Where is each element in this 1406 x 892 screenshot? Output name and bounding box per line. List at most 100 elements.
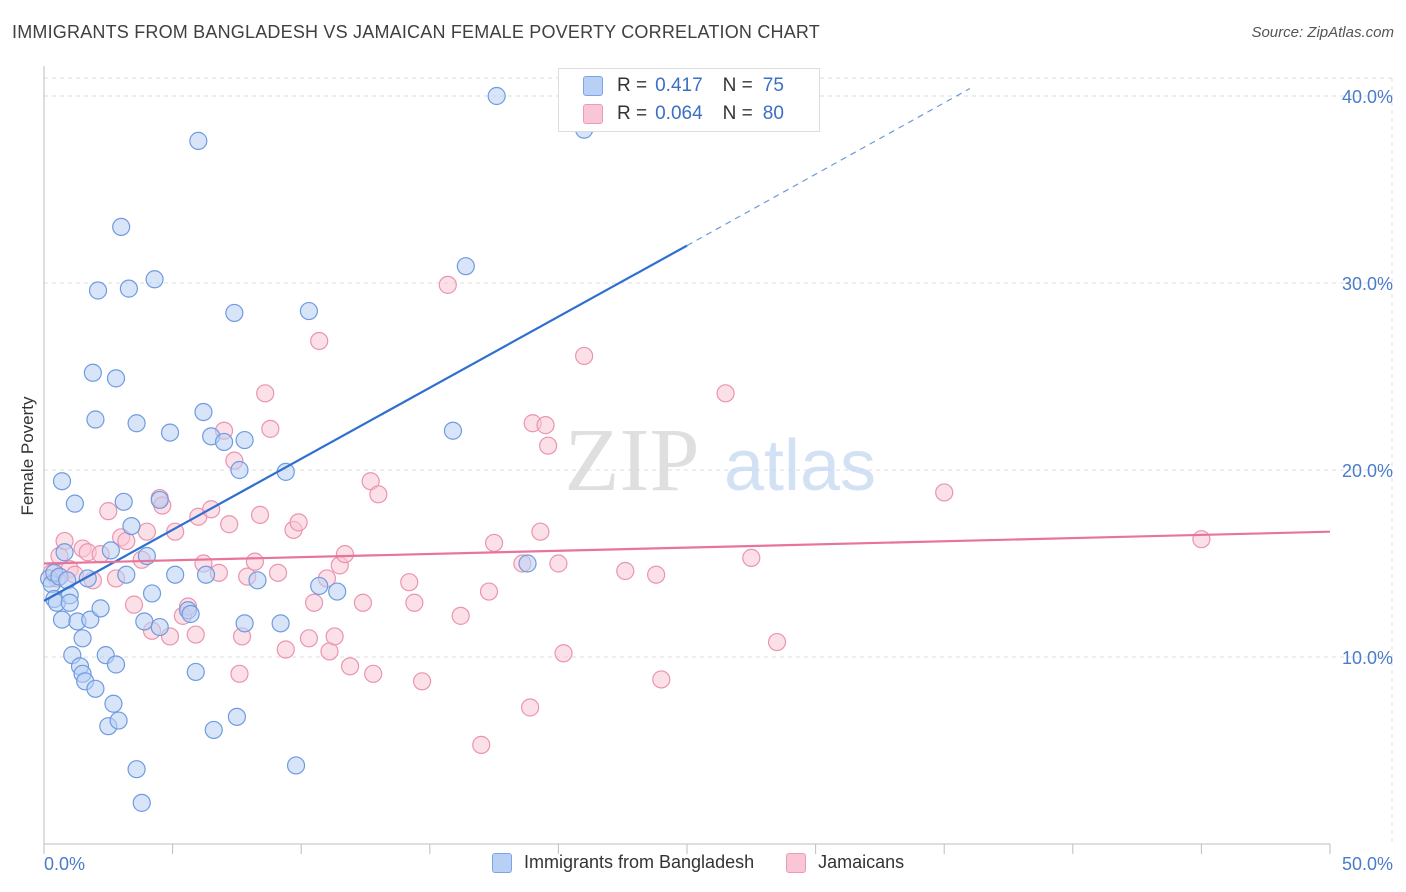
- point-bangladesh: [101, 541, 120, 560]
- point-jamaicans: [575, 346, 594, 366]
- point-jamaicans: [268, 563, 288, 582]
- axes: [43, 66, 1331, 854]
- y-axis-label: Female Poverty: [18, 396, 37, 516]
- point-bangladesh: [91, 599, 110, 618]
- point-bangladesh: [235, 430, 254, 450]
- y-tick-label: 20.0%: [1342, 461, 1393, 481]
- point-bangladesh: [181, 604, 200, 624]
- chart-title: IMMIGRANTS FROM BANGLADESH VS JAMAICAN F…: [12, 22, 820, 42]
- point-bangladesh: [127, 760, 146, 779]
- point-bangladesh: [235, 614, 254, 633]
- tick-labels: 10.0% 20.0% 30.0% 40.0% 0.0% 50.0%: [44, 87, 1393, 874]
- legend-r-label: R =: [617, 75, 648, 96]
- point-bangladesh: [487, 86, 506, 106]
- point-bangladesh: [225, 303, 244, 323]
- point-bangladesh: [65, 494, 84, 513]
- point-jamaicans: [767, 632, 787, 652]
- point-jamaicans: [536, 416, 555, 435]
- point-bangladesh: [456, 257, 475, 276]
- trendline-bangladesh-extension: [686, 87, 971, 247]
- point-bangladesh: [104, 694, 123, 713]
- point-jamaicans: [472, 735, 491, 754]
- point-bangladesh: [194, 402, 213, 422]
- point-bangladesh: [230, 460, 249, 480]
- trendline-bangladesh: [43, 244, 688, 602]
- point-bangladesh: [127, 414, 146, 433]
- point-bangladesh: [276, 462, 295, 481]
- point-bangladesh: [52, 472, 72, 491]
- point-jamaicans: [186, 625, 205, 644]
- point-bangladesh: [142, 584, 162, 603]
- watermark-atlas: atlas: [724, 426, 876, 506]
- point-jamaicans: [220, 515, 239, 534]
- legend-row-jamaicans: R = 0.064 N = 80: [583, 101, 790, 127]
- point-bangladesh: [160, 423, 180, 442]
- point-bangladesh: [86, 679, 105, 698]
- point-jamaicans: [479, 582, 499, 601]
- point-bangladesh: [86, 410, 105, 429]
- point-bangladesh: [52, 610, 72, 629]
- point-jamaicans: [124, 595, 144, 614]
- point-bangladesh: [114, 492, 133, 511]
- legend-swatch-pink: [786, 852, 807, 873]
- point-jamaicans: [647, 565, 666, 584]
- trendlines: [43, 87, 1331, 602]
- point-bangladesh: [58, 571, 77, 590]
- point-jamaicans: [935, 483, 954, 502]
- legend-item-bangladesh[interactable]: Immigrants from Bangladesh: [492, 852, 754, 873]
- watermark: ZIP atlas: [565, 411, 877, 510]
- point-jamaicans: [549, 554, 568, 573]
- legend-r-value: 0.064: [655, 103, 703, 124]
- point-bangladesh: [227, 707, 246, 726]
- point-jamaicans: [325, 627, 344, 646]
- point-bangladesh: [106, 369, 126, 388]
- point-bangladesh: [132, 793, 151, 812]
- point-bangladesh: [186, 662, 205, 682]
- point-bangladesh: [122, 516, 141, 536]
- point-bangladesh: [204, 720, 223, 740]
- legend-item-jamaicans[interactable]: Jamaicans: [786, 852, 904, 873]
- point-jamaicans: [405, 593, 424, 612]
- point-bangladesh: [55, 543, 74, 562]
- point-bangladesh: [119, 279, 138, 298]
- point-jamaicans: [400, 573, 419, 592]
- point-jamaicans: [716, 384, 735, 403]
- legend-n-label: N =: [722, 103, 753, 124]
- point-bangladesh: [166, 565, 185, 584]
- watermark-zip: ZIP: [565, 411, 700, 510]
- legend-n-value: 75: [762, 75, 784, 96]
- point-bangladesh: [88, 281, 108, 300]
- legend-label-jamaicans: Jamaicans: [818, 852, 905, 872]
- legend-n-label: N =: [722, 75, 753, 96]
- point-bangladesh: [150, 490, 169, 510]
- legend-n-value: 80: [762, 103, 784, 124]
- point-jamaicans: [652, 670, 671, 689]
- point-jamaicans: [485, 533, 504, 553]
- point-jamaicans: [539, 436, 558, 455]
- correlation-legend: R = 0.417 N = 75 R = 0.064 N = 80: [558, 68, 820, 132]
- point-jamaicans: [310, 331, 329, 351]
- point-bangladesh: [150, 617, 169, 637]
- point-jamaicans: [250, 505, 270, 524]
- trendline-jamaicans: [43, 530, 1331, 565]
- point-bangladesh: [248, 571, 267, 590]
- point-jamaicans: [742, 548, 761, 567]
- legend-swatch-pink: [583, 104, 603, 124]
- point-jamaicans: [304, 593, 324, 612]
- point-bangladesh: [271, 614, 290, 633]
- point-bangladesh: [112, 217, 131, 236]
- point-bangladesh: [145, 270, 164, 289]
- legend-r-label: R =: [617, 103, 648, 124]
- point-bangladesh: [328, 582, 347, 601]
- point-jamaicans: [554, 644, 573, 663]
- point-jamaicans: [166, 522, 185, 541]
- point-jamaicans: [276, 640, 295, 659]
- legend-swatch-blue: [583, 76, 603, 96]
- point-jamaicans: [364, 664, 383, 683]
- point-jamaicans: [299, 629, 319, 648]
- point-jamaicans: [369, 485, 388, 504]
- legend-row-bangladesh: R = 0.417 N = 75: [583, 73, 790, 99]
- point-bangladesh: [214, 432, 234, 452]
- point-jamaicans: [137, 522, 156, 541]
